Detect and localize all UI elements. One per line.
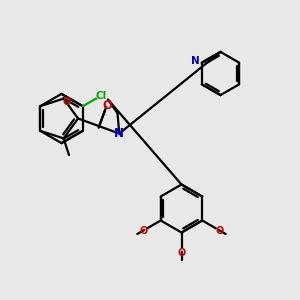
Text: O: O — [102, 99, 112, 112]
Text: O: O — [62, 98, 71, 107]
Text: O: O — [177, 248, 186, 258]
Text: Cl: Cl — [95, 91, 106, 101]
Text: N: N — [190, 56, 200, 66]
Text: O: O — [216, 226, 224, 236]
Text: N: N — [114, 127, 124, 140]
Text: O: O — [139, 226, 147, 236]
